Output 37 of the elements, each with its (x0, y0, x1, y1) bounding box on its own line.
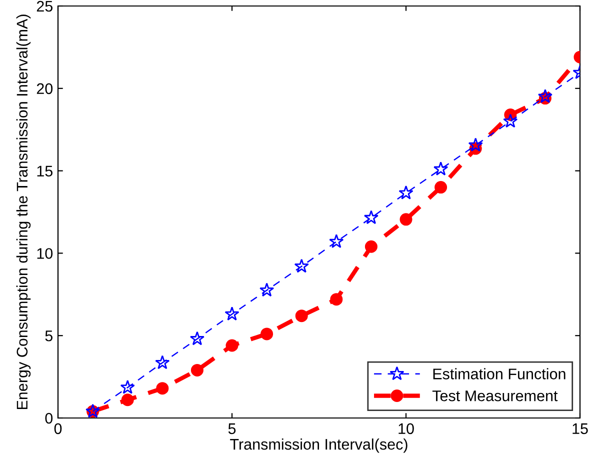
point (120, 380, 135, 394)
y-tick-label: 25 (36, 0, 52, 12)
point (224, 306, 240, 320)
y-tick-label: 5 (45, 330, 52, 342)
y-axis-title: Energy Consumption during the Transmission Interval(mA) (16, 14, 31, 410)
point (434, 162, 448, 176)
point (434, 181, 448, 194)
x-tick-label: 15 (572, 423, 588, 434)
x-tick-label: 0 (54, 423, 62, 434)
point (468, 138, 483, 152)
point (226, 339, 238, 352)
point (329, 234, 344, 248)
legend-label: Test Measurement (432, 390, 558, 402)
point (330, 293, 343, 306)
point (295, 310, 308, 322)
y-tick-label: 15 (37, 166, 52, 176)
x-axis-title: Transmission Interval(sec) (230, 438, 408, 453)
point (260, 328, 274, 340)
point (260, 282, 274, 297)
point (121, 394, 134, 406)
x-tick-label: 10 (398, 423, 414, 434)
y-tick-label: 0 (45, 412, 53, 424)
point (156, 382, 169, 395)
y-tick-label: 20 (36, 83, 53, 94)
point (364, 210, 378, 224)
point (294, 258, 309, 273)
point (538, 89, 552, 103)
point (190, 364, 204, 376)
point (400, 213, 412, 226)
point (364, 240, 378, 253)
x-tick-label: 5 (228, 423, 236, 434)
legend-label: Estimation Function (433, 368, 566, 380)
point (503, 114, 518, 128)
y-tick-label: 10 (37, 248, 53, 259)
point (190, 331, 204, 346)
point (155, 355, 170, 370)
point (398, 185, 414, 200)
